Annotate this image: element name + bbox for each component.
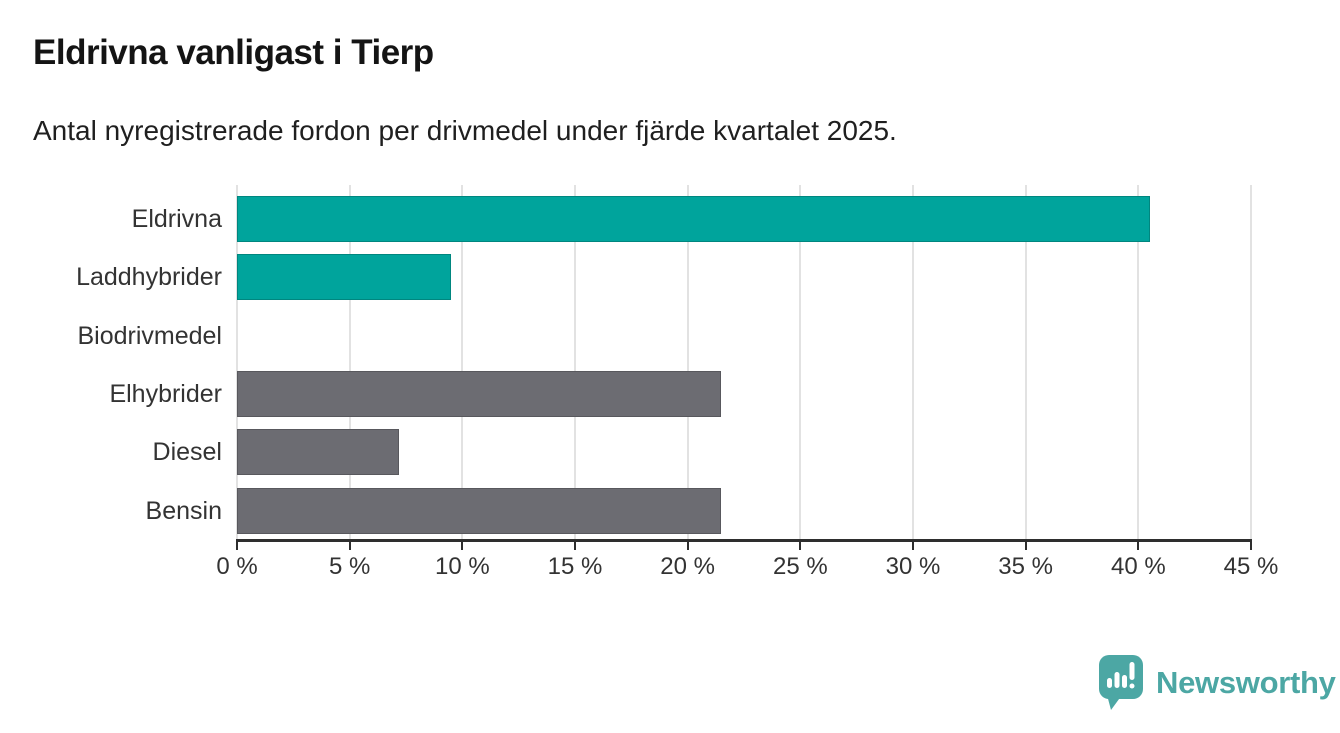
x-axis-tick-40 xyxy=(1137,541,1140,550)
bar-diesel xyxy=(237,429,400,476)
gridline-25 xyxy=(799,185,802,540)
newsworthy-logo-icon xyxy=(1099,655,1143,710)
gridline-0 xyxy=(236,185,238,540)
category-label-bensin: Bensin xyxy=(145,496,222,525)
x-axis-tick-20 xyxy=(686,541,689,550)
x-axis-tick-label: 30 % xyxy=(885,553,941,580)
gridline-5 xyxy=(348,185,351,540)
x-axis-tick-45 xyxy=(1250,541,1252,550)
gridline-40 xyxy=(1137,185,1140,540)
x-axis-tick-0 xyxy=(236,541,238,550)
x-axis-tick-10 xyxy=(461,541,464,550)
brand-name: Newsworthy xyxy=(1156,665,1336,700)
bar-bensin xyxy=(237,487,722,534)
x-axis-tick-label: 15 % xyxy=(547,553,603,580)
gridline-45 xyxy=(1250,185,1252,540)
gridline-10 xyxy=(461,185,464,540)
chart-title: Eldrivna vanligast i Tierp xyxy=(33,33,434,72)
x-axis-tick-30 xyxy=(912,541,914,550)
x-axis-tick-label: 45 % xyxy=(1223,553,1279,580)
x-axis-line xyxy=(236,539,1252,542)
x-axis-tick-25 xyxy=(799,541,802,550)
x-axis-tick-label: 25 % xyxy=(772,553,828,580)
x-axis-tick-label: 10 % xyxy=(434,553,490,580)
category-label-eldrivna: Eldrivna xyxy=(131,205,222,233)
x-axis-tick-label: 35 % xyxy=(998,553,1053,580)
gridline-15 xyxy=(574,185,576,540)
gridline-30 xyxy=(912,185,914,540)
x-axis-tick-35 xyxy=(1024,541,1027,550)
category-label-diesel: Diesel xyxy=(152,438,222,467)
category-label-laddhybrider: Laddhybrider xyxy=(76,263,222,292)
x-axis-tick-5 xyxy=(348,541,351,550)
category-label-biodrivmedel: Biodrivmedel xyxy=(77,321,222,350)
gridline-35 xyxy=(1024,185,1027,540)
bar-eldrivna xyxy=(237,196,1150,242)
x-axis-tick-label: 5 % xyxy=(328,553,371,580)
category-label-elhybrider: Elhybrider xyxy=(109,379,222,408)
x-axis-tick-label: 0 % xyxy=(216,553,258,580)
x-axis-tick-label: 40 % xyxy=(1110,553,1166,580)
bar-laddhybrider xyxy=(237,254,452,301)
bar-elhybrider xyxy=(237,370,722,417)
brand-footer: Newsworthy xyxy=(1099,655,1336,711)
x-axis-tick-15 xyxy=(574,541,576,550)
chart-subtitle: Antal nyregistrerade fordon per drivmede… xyxy=(33,115,897,146)
x-axis-tick-label: 20 % xyxy=(660,553,715,580)
gridline-20 xyxy=(686,185,689,540)
